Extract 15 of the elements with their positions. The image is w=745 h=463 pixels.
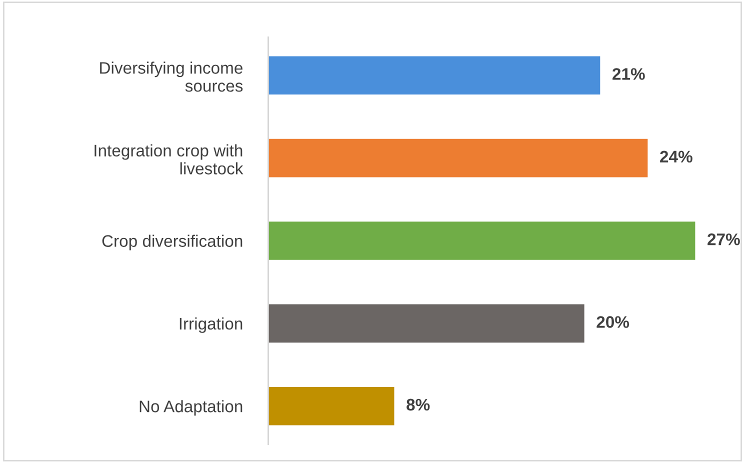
bar [268,386,396,427]
bar [268,138,650,179]
y-tick-label: Crop diversification [102,234,242,250]
bar [268,220,697,262]
y-tick-label: No Adaptation [140,400,242,416]
y-tick-label: Irrigation [180,317,242,333]
data-label: 8% [406,398,430,411]
data-label: 24% [660,150,692,163]
data-label: 20% [596,316,630,328]
data-label: 21% [612,68,645,80]
bar [268,302,586,344]
data-label: 27% [708,233,740,246]
bar [268,54,602,96]
y-tick-label: Integration crop with livestock [94,144,244,174]
y-tick-label: Diversifying income sources [100,62,243,92]
